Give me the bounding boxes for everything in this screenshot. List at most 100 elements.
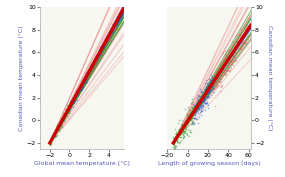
Point: [238, 34, 242, 37]
Point: [199, 91, 203, 94]
Point: [60, 118, 65, 121]
Point: [56, 126, 61, 129]
Point: [242, 34, 247, 37]
Point: [174, 145, 179, 148]
Point: [66, 111, 70, 114]
Point: [235, 46, 240, 49]
Point: [209, 79, 214, 81]
Point: [171, 145, 176, 148]
Point: [83, 75, 87, 78]
Point: [236, 48, 240, 50]
Point: [110, 33, 114, 35]
Point: [198, 95, 203, 98]
Point: [173, 134, 178, 137]
Point: [231, 49, 236, 52]
Point: [190, 123, 195, 126]
Point: [50, 137, 55, 140]
Point: [219, 69, 224, 72]
Point: [202, 91, 207, 94]
Point: [235, 45, 240, 48]
Point: [231, 46, 236, 48]
Point: [172, 145, 177, 148]
Point: [184, 112, 189, 115]
Point: [109, 38, 114, 41]
Point: [180, 132, 185, 135]
Point: [184, 134, 189, 137]
Point: [53, 135, 57, 138]
Point: [205, 95, 209, 98]
Point: [57, 125, 61, 128]
Point: [179, 127, 184, 129]
Point: [205, 87, 209, 89]
Point: [101, 45, 105, 48]
Point: [63, 115, 67, 118]
Point: [102, 42, 107, 44]
Point: [64, 109, 69, 112]
Point: [189, 101, 193, 104]
Point: [94, 61, 98, 64]
Point: [201, 100, 206, 103]
Point: [95, 56, 99, 59]
Point: [207, 87, 212, 89]
Point: [225, 49, 230, 52]
Y-axis label: Canadian mean temperature (°C): Canadian mean temperature (°C): [19, 25, 24, 131]
Point: [185, 121, 190, 124]
Point: [49, 138, 54, 141]
Point: [68, 105, 73, 108]
Point: [67, 105, 71, 108]
Point: [240, 36, 245, 39]
Point: [60, 116, 65, 119]
Point: [67, 110, 71, 113]
Point: [68, 100, 73, 103]
Point: [225, 69, 229, 72]
Point: [73, 96, 78, 99]
Point: [67, 106, 72, 109]
Point: [71, 96, 76, 98]
Point: [179, 132, 183, 135]
Point: [197, 107, 201, 110]
Point: [176, 129, 180, 132]
Point: [113, 27, 117, 29]
Point: [172, 141, 176, 144]
Point: [195, 101, 199, 104]
Point: [51, 135, 56, 138]
Point: [215, 67, 219, 70]
Point: [184, 132, 189, 134]
Point: [194, 118, 198, 120]
Point: [235, 41, 240, 43]
Point: [211, 88, 215, 91]
Point: [61, 116, 66, 119]
Point: [203, 88, 207, 91]
Point: [66, 108, 70, 111]
Point: [80, 88, 84, 90]
Point: [190, 122, 194, 125]
Point: [190, 117, 194, 120]
Point: [196, 112, 201, 114]
Point: [77, 88, 82, 91]
Point: [85, 74, 89, 77]
Point: [98, 50, 103, 52]
Point: [96, 56, 101, 59]
Point: [224, 72, 229, 75]
Point: [53, 131, 57, 134]
Point: [195, 105, 200, 108]
Point: [185, 113, 189, 116]
Point: [188, 130, 193, 133]
Point: [205, 102, 209, 104]
Point: [217, 81, 221, 83]
Point: [202, 99, 206, 102]
Point: [202, 96, 206, 98]
Point: [216, 69, 221, 72]
Point: [180, 119, 184, 121]
Point: [108, 35, 112, 38]
Point: [220, 61, 224, 64]
Point: [240, 42, 245, 45]
Point: [190, 113, 195, 115]
Point: [77, 86, 81, 89]
Point: [174, 133, 178, 136]
Point: [171, 141, 176, 144]
Point: [180, 128, 184, 130]
Point: [195, 118, 200, 120]
Point: [203, 91, 207, 93]
Point: [219, 68, 223, 71]
